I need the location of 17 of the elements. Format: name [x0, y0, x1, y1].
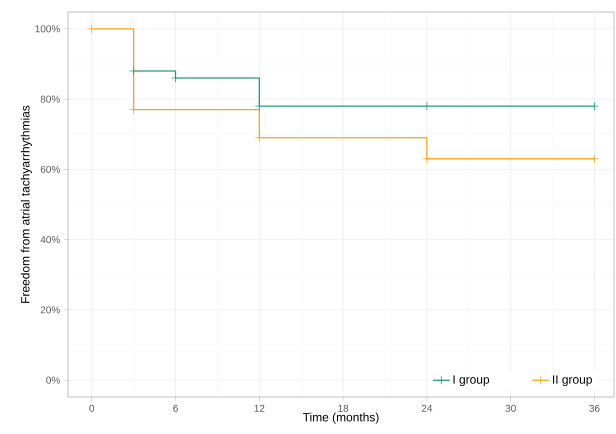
x-tick-label: 6	[173, 404, 178, 412]
legend-label: I group	[454, 375, 490, 386]
y-tick-label: 60%	[40, 166, 60, 173]
x-tick-label: 24	[422, 404, 432, 412]
x-tick-label: 18	[338, 404, 348, 412]
y-tick-label: 40%	[40, 236, 60, 244]
x-tick-label: 36	[589, 404, 600, 412]
y-tick-label: 100%	[36, 25, 60, 32]
y-tick-label: 20%	[40, 306, 60, 314]
y-tick-label: 80%	[40, 96, 60, 103]
legend-label: II group	[553, 375, 592, 386]
y-axis-title: Freedom from atrial tachyarrhythmias	[20, 106, 32, 303]
x-tick-label: 30	[506, 404, 516, 412]
x-tick-label: 12	[254, 404, 264, 412]
x-axis-title: Time (months)	[302, 412, 379, 424]
y-tick-label: 0%	[46, 376, 60, 384]
x-tick-label: 0	[89, 404, 94, 412]
